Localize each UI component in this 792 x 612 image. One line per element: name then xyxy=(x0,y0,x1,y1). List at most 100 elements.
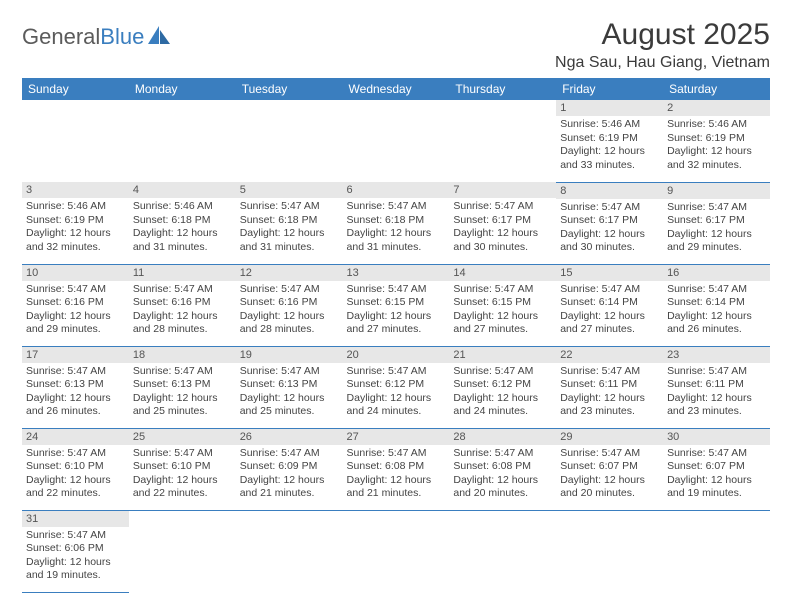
day-number: 23 xyxy=(663,347,770,363)
calendar-cell xyxy=(343,100,450,182)
day-number: 16 xyxy=(663,265,770,281)
day-data: Sunrise: 5:47 AMSunset: 6:13 PMDaylight:… xyxy=(236,363,343,424)
day-number: 1 xyxy=(556,100,663,116)
calendar-cell xyxy=(663,510,770,592)
day-data: Sunrise: 5:47 AMSunset: 6:18 PMDaylight:… xyxy=(343,198,450,259)
day-data: Sunrise: 5:47 AMSunset: 6:14 PMDaylight:… xyxy=(556,281,663,342)
day-number: 11 xyxy=(129,265,236,281)
calendar-week-row: 31Sunrise: 5:47 AMSunset: 6:06 PMDayligh… xyxy=(22,510,770,592)
calendar-cell: 31Sunrise: 5:47 AMSunset: 6:06 PMDayligh… xyxy=(22,510,129,592)
brand-part1: General xyxy=(22,24,100,50)
calendar-cell: 25Sunrise: 5:47 AMSunset: 6:10 PMDayligh… xyxy=(129,428,236,510)
day-data: Sunrise: 5:47 AMSunset: 6:17 PMDaylight:… xyxy=(449,198,556,259)
day-number: 15 xyxy=(556,265,663,281)
calendar-cell: 4Sunrise: 5:46 AMSunset: 6:18 PMDaylight… xyxy=(129,182,236,264)
calendar-cell xyxy=(449,100,556,182)
day-data: Sunrise: 5:47 AMSunset: 6:10 PMDaylight:… xyxy=(22,445,129,506)
day-data: Sunrise: 5:47 AMSunset: 6:08 PMDaylight:… xyxy=(449,445,556,506)
day-data: Sunrise: 5:47 AMSunset: 6:07 PMDaylight:… xyxy=(663,445,770,506)
day-number: 20 xyxy=(343,347,450,363)
day-number: 24 xyxy=(22,429,129,445)
location-text: Nga Sau, Hau Giang, Vietnam xyxy=(555,54,770,72)
day-data: Sunrise: 5:47 AMSunset: 6:13 PMDaylight:… xyxy=(129,363,236,424)
day-data: Sunrise: 5:47 AMSunset: 6:06 PMDaylight:… xyxy=(22,527,129,588)
day-data: Sunrise: 5:47 AMSunset: 6:12 PMDaylight:… xyxy=(343,363,450,424)
calendar-cell: 17Sunrise: 5:47 AMSunset: 6:13 PMDayligh… xyxy=(22,346,129,428)
calendar-cell: 27Sunrise: 5:47 AMSunset: 6:08 PMDayligh… xyxy=(343,428,450,510)
calendar-cell: 30Sunrise: 5:47 AMSunset: 6:07 PMDayligh… xyxy=(663,428,770,510)
day-data: Sunrise: 5:47 AMSunset: 6:11 PMDaylight:… xyxy=(663,363,770,424)
calendar-week-row: 3Sunrise: 5:46 AMSunset: 6:19 PMDaylight… xyxy=(22,182,770,264)
title-block: August 2025 Nga Sau, Hau Giang, Vietnam xyxy=(555,18,770,72)
day-data: Sunrise: 5:47 AMSunset: 6:16 PMDaylight:… xyxy=(129,281,236,342)
day-number: 19 xyxy=(236,347,343,363)
weekday-header: Saturday xyxy=(663,78,770,100)
day-number: 22 xyxy=(556,347,663,363)
day-number: 29 xyxy=(556,429,663,445)
calendar-week-row: 17Sunrise: 5:47 AMSunset: 6:13 PMDayligh… xyxy=(22,346,770,428)
day-number: 8 xyxy=(556,183,663,199)
brand-logo: GeneralBlue xyxy=(22,18,172,50)
day-data: Sunrise: 5:47 AMSunset: 6:12 PMDaylight:… xyxy=(449,363,556,424)
day-data: Sunrise: 5:47 AMSunset: 6:18 PMDaylight:… xyxy=(236,198,343,259)
weekday-header: Monday xyxy=(129,78,236,100)
calendar-cell: 29Sunrise: 5:47 AMSunset: 6:07 PMDayligh… xyxy=(556,428,663,510)
calendar-cell: 12Sunrise: 5:47 AMSunset: 6:16 PMDayligh… xyxy=(236,264,343,346)
calendar-cell: 9Sunrise: 5:47 AMSunset: 6:17 PMDaylight… xyxy=(663,182,770,264)
calendar-body: 1Sunrise: 5:46 AMSunset: 6:19 PMDaylight… xyxy=(22,100,770,592)
calendar-table: SundayMondayTuesdayWednesdayThursdayFrid… xyxy=(22,78,770,593)
day-data: Sunrise: 5:47 AMSunset: 6:11 PMDaylight:… xyxy=(556,363,663,424)
calendar-cell: 28Sunrise: 5:47 AMSunset: 6:08 PMDayligh… xyxy=(449,428,556,510)
day-data: Sunrise: 5:47 AMSunset: 6:13 PMDaylight:… xyxy=(22,363,129,424)
calendar-cell: 13Sunrise: 5:47 AMSunset: 6:15 PMDayligh… xyxy=(343,264,450,346)
weekday-header: Thursday xyxy=(449,78,556,100)
header: GeneralBlue August 2025 Nga Sau, Hau Gia… xyxy=(22,18,770,72)
calendar-cell: 11Sunrise: 5:47 AMSunset: 6:16 PMDayligh… xyxy=(129,264,236,346)
day-data: Sunrise: 5:47 AMSunset: 6:15 PMDaylight:… xyxy=(449,281,556,342)
month-title: August 2025 xyxy=(555,18,770,52)
calendar-cell xyxy=(22,100,129,182)
day-data: Sunrise: 5:47 AMSunset: 6:09 PMDaylight:… xyxy=(236,445,343,506)
calendar-cell: 18Sunrise: 5:47 AMSunset: 6:13 PMDayligh… xyxy=(129,346,236,428)
day-data: Sunrise: 5:47 AMSunset: 6:10 PMDaylight:… xyxy=(129,445,236,506)
calendar-week-row: 24Sunrise: 5:47 AMSunset: 6:10 PMDayligh… xyxy=(22,428,770,510)
day-data: Sunrise: 5:46 AMSunset: 6:19 PMDaylight:… xyxy=(22,198,129,259)
day-number: 10 xyxy=(22,265,129,281)
calendar-cell: 24Sunrise: 5:47 AMSunset: 6:10 PMDayligh… xyxy=(22,428,129,510)
day-number: 4 xyxy=(129,182,236,198)
day-number: 21 xyxy=(449,347,556,363)
calendar-cell xyxy=(556,510,663,592)
calendar-cell: 6Sunrise: 5:47 AMSunset: 6:18 PMDaylight… xyxy=(343,182,450,264)
day-number: 27 xyxy=(343,429,450,445)
day-data: Sunrise: 5:47 AMSunset: 6:08 PMDaylight:… xyxy=(343,445,450,506)
calendar-week-row: 10Sunrise: 5:47 AMSunset: 6:16 PMDayligh… xyxy=(22,264,770,346)
day-number: 30 xyxy=(663,429,770,445)
calendar-header: SundayMondayTuesdayWednesdayThursdayFrid… xyxy=(22,78,770,100)
calendar-cell: 10Sunrise: 5:47 AMSunset: 6:16 PMDayligh… xyxy=(22,264,129,346)
day-number: 2 xyxy=(663,100,770,116)
calendar-cell: 23Sunrise: 5:47 AMSunset: 6:11 PMDayligh… xyxy=(663,346,770,428)
calendar-cell: 3Sunrise: 5:46 AMSunset: 6:19 PMDaylight… xyxy=(22,182,129,264)
sail-icon xyxy=(146,24,172,46)
day-data: Sunrise: 5:46 AMSunset: 6:19 PMDaylight:… xyxy=(663,116,770,177)
day-number: 5 xyxy=(236,182,343,198)
day-data: Sunrise: 5:47 AMSunset: 6:15 PMDaylight:… xyxy=(343,281,450,342)
weekday-header: Tuesday xyxy=(236,78,343,100)
calendar-cell: 8Sunrise: 5:47 AMSunset: 6:17 PMDaylight… xyxy=(556,182,663,264)
calendar-cell: 22Sunrise: 5:47 AMSunset: 6:11 PMDayligh… xyxy=(556,346,663,428)
day-number: 17 xyxy=(22,347,129,363)
day-data: Sunrise: 5:46 AMSunset: 6:18 PMDaylight:… xyxy=(129,198,236,259)
day-number: 6 xyxy=(343,182,450,198)
calendar-cell: 19Sunrise: 5:47 AMSunset: 6:13 PMDayligh… xyxy=(236,346,343,428)
day-data: Sunrise: 5:47 AMSunset: 6:14 PMDaylight:… xyxy=(663,281,770,342)
brand-part2: Blue xyxy=(100,24,144,50)
calendar-cell: 2Sunrise: 5:46 AMSunset: 6:19 PMDaylight… xyxy=(663,100,770,182)
calendar-cell: 15Sunrise: 5:47 AMSunset: 6:14 PMDayligh… xyxy=(556,264,663,346)
calendar-cell: 14Sunrise: 5:47 AMSunset: 6:15 PMDayligh… xyxy=(449,264,556,346)
day-data: Sunrise: 5:47 AMSunset: 6:17 PMDaylight:… xyxy=(663,199,770,260)
calendar-week-row: 1Sunrise: 5:46 AMSunset: 6:19 PMDaylight… xyxy=(22,100,770,182)
calendar-cell xyxy=(129,100,236,182)
day-data: Sunrise: 5:47 AMSunset: 6:17 PMDaylight:… xyxy=(556,199,663,260)
calendar-cell xyxy=(449,510,556,592)
calendar-cell xyxy=(129,510,236,592)
